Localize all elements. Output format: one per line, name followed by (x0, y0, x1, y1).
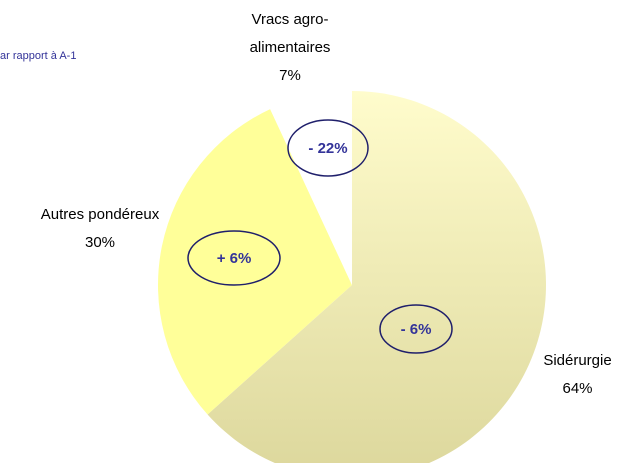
annotation: + 6% (217, 250, 252, 267)
slice-label: Autres pondéreux 30% (20, 201, 180, 257)
value-label: 64% (562, 380, 593, 397)
slice (270, 91, 352, 285)
subtitle: ar rapport à A-1 (0, 50, 77, 62)
category-label: Sidérurgie (543, 352, 612, 369)
category-label: Vracs agro-alimentaires (249, 11, 331, 56)
value-label: 7% (279, 67, 301, 84)
annotation-ellipse (187, 230, 281, 286)
annotation: - 22% (308, 140, 347, 157)
slice-label: Vracs agro-alimentaires 7% (240, 6, 340, 90)
category-label: Autres pondéreux (40, 206, 160, 223)
annotation-ellipse (379, 304, 453, 354)
pie (158, 91, 546, 463)
slice (207, 91, 546, 463)
annotation: - 6% (401, 321, 432, 338)
annotations: - 6% + 6% - 22% (187, 119, 453, 354)
slice (158, 109, 352, 415)
value-label: 30% (84, 234, 116, 251)
slice-label: Sidérurgie 64% (530, 347, 622, 403)
annotation-ellipse (287, 119, 369, 177)
